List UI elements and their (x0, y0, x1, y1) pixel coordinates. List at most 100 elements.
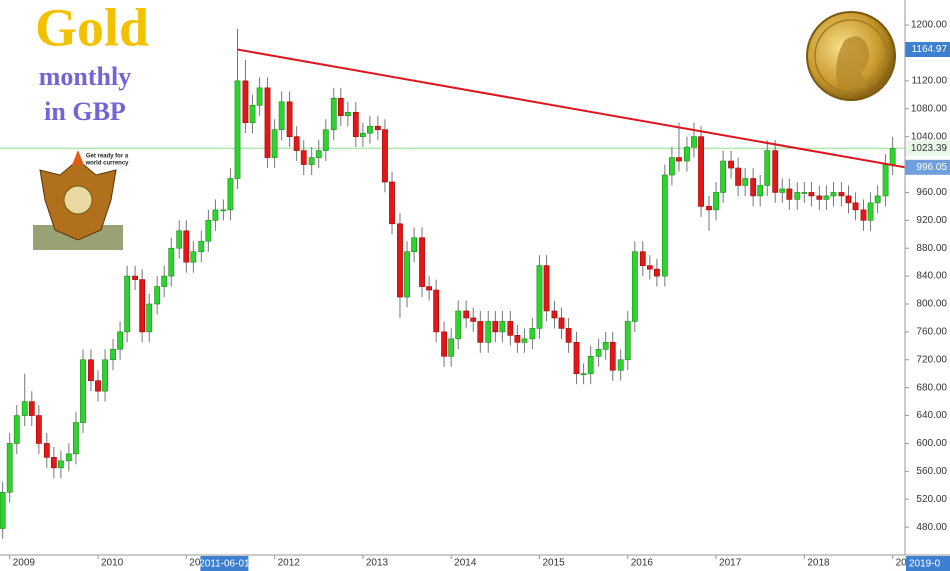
candle-body (249, 104, 256, 124)
candle-body (88, 359, 94, 381)
candle-body (536, 265, 543, 329)
candle-body (720, 160, 727, 193)
candle-body (580, 373, 587, 376)
candle-body (28, 401, 35, 416)
candle-body (176, 230, 183, 249)
candle-body (646, 265, 653, 270)
candle-body (382, 129, 388, 183)
y-tick-label: 960.00 (916, 187, 947, 198)
candle-body (227, 178, 234, 211)
candle-body (669, 157, 675, 176)
candle-body (73, 422, 79, 455)
coin-image (806, 11, 896, 101)
y-tick-label: 480.00 (916, 522, 947, 533)
candle-body (565, 328, 572, 343)
y-tick-label: 720.00 (916, 354, 947, 365)
y-tick-label: 1040.00 (911, 131, 948, 142)
candle-body (264, 87, 271, 158)
candle-body (80, 359, 86, 423)
subtitle: in GBP (44, 97, 126, 126)
candle-body (558, 317, 565, 329)
candle-body (587, 355, 594, 375)
y-tick-label: 880.00 (916, 243, 947, 254)
candle-body (860, 209, 867, 221)
candle-body (455, 310, 462, 340)
x-tick-label: 2015 (542, 558, 565, 569)
price-marker (905, 140, 950, 156)
x-tick-label: 2013 (366, 558, 389, 569)
candle-body (507, 321, 514, 336)
candle-body (845, 195, 852, 204)
candle-body (426, 286, 433, 291)
candle-body (764, 150, 771, 186)
candle-body (330, 98, 337, 130)
candle-body (308, 157, 315, 165)
candle-body (499, 321, 506, 333)
image-text: world currency (84, 161, 129, 167)
candle-body (411, 237, 417, 253)
image-text: Get ready for a (86, 154, 129, 160)
candle-body (735, 167, 742, 186)
candle-body (35, 415, 42, 444)
candle-body (808, 192, 815, 197)
y-tick-label: 1080.00 (911, 103, 948, 114)
crosshair-date-label: 2011-06-01 (199, 559, 250, 570)
candle-body (212, 209, 219, 221)
candle-body (220, 209, 227, 212)
candle-body (602, 342, 609, 350)
candle-body (801, 192, 808, 194)
crosshair-date-box (200, 556, 249, 571)
candle-body (404, 251, 410, 298)
candle-body (823, 195, 830, 200)
x-tick-label: 2010 (101, 558, 124, 569)
subtitle: monthly (39, 62, 131, 91)
candle-body (676, 157, 682, 162)
candle-body (161, 275, 168, 287)
candle-body (286, 101, 293, 137)
y-tick-label: 800.00 (916, 299, 947, 310)
candle-body (146, 303, 153, 333)
x-tick-label: 2018 (807, 558, 830, 569)
candle-body (514, 335, 521, 343)
x-tick-label: 2009 (13, 558, 36, 569)
candle-body (50, 457, 57, 469)
y-tick-label: 760.00 (916, 327, 947, 338)
candle-body (624, 321, 631, 361)
candle-body (867, 202, 874, 221)
last-date-label: 2019-0 (909, 559, 941, 570)
candle-body (256, 87, 263, 106)
candle-body (300, 150, 307, 165)
candle-body (728, 160, 734, 169)
candle-body (337, 98, 344, 117)
chart-title: Gold (35, 0, 149, 57)
candle-body (117, 331, 123, 350)
candle-body (653, 268, 660, 277)
candle-body (419, 237, 425, 287)
price-marker-label: 996.05 (916, 162, 947, 173)
candle-body (772, 150, 779, 193)
candle-body (816, 195, 823, 200)
candle-body (786, 188, 793, 200)
x-tick-label: 2014 (454, 558, 477, 569)
candle-body (433, 289, 440, 333)
candle-body (43, 443, 50, 458)
candle-body (757, 185, 764, 197)
candle-body (661, 174, 668, 277)
price-marker-label: 1164.97 (912, 44, 948, 55)
x-tick-label: 2017 (719, 558, 742, 569)
candle-body (110, 349, 116, 361)
y-tick-label: 560.00 (916, 466, 947, 477)
candle-body (750, 178, 757, 197)
x-tick-label: 2012 (278, 558, 301, 569)
price-marker (905, 159, 950, 175)
x-tick-label: 2011 (189, 558, 211, 569)
candle-body (315, 150, 322, 158)
candle-body (190, 251, 197, 263)
candle-body (691, 136, 697, 148)
candle-body (95, 380, 101, 392)
y-tick-label: 1200.00 (911, 20, 948, 31)
y-tick-label: 520.00 (916, 494, 947, 505)
candle-body (852, 202, 859, 211)
y-tick-label: 640.00 (916, 410, 947, 421)
